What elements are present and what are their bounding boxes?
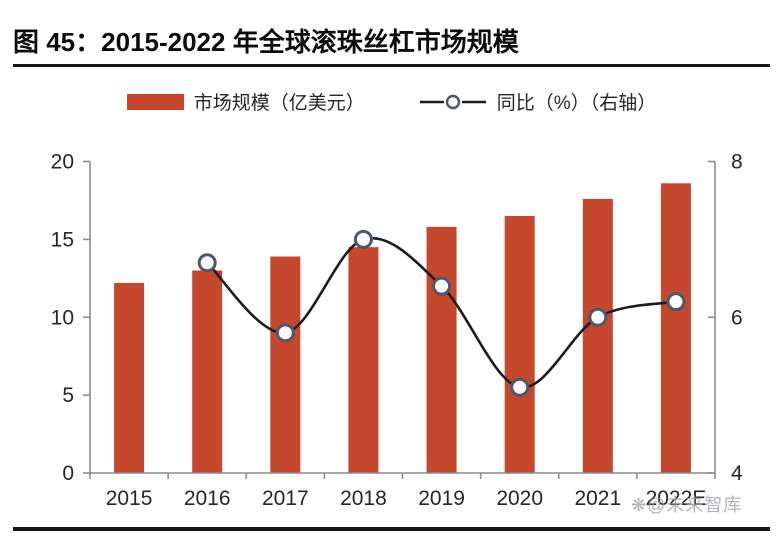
bar-swatch-icon: [126, 93, 184, 110]
left-axis-tick-label: 0: [62, 462, 74, 485]
bar-2015: [114, 282, 145, 473]
x-axis-label-2021: 2021: [574, 487, 621, 510]
logo-icon: ❋: [631, 495, 648, 515]
legend-item-yoy: 同比（%）（右轴）: [419, 88, 656, 115]
x-axis-label-2015: 2015: [106, 487, 153, 510]
yoy-point-2021: [588, 307, 608, 327]
yoy-point-2018: [353, 229, 373, 249]
yoy-point-2019: [432, 276, 452, 296]
chart-legend: 市场规模（亿美元） 同比（%）（右轴）: [0, 88, 783, 115]
x-axis-label-2022E: 2022E: [646, 487, 707, 510]
bar-2022E: [660, 183, 691, 473]
x-axis-label-2019: 2019: [418, 487, 465, 510]
yoy-point-2022E: [666, 292, 686, 312]
left-axis-tick-label: 15: [51, 228, 74, 251]
bar-2020: [504, 216, 535, 473]
right-axis-tick-label: 6: [731, 306, 743, 329]
legend-market-size-label: 市场规模（亿美元）: [193, 93, 365, 114]
bar-2021: [582, 198, 613, 473]
legend-item-market-size: 市场规模（亿美元）: [126, 88, 365, 115]
watermark: ❋@未来智库: [631, 491, 742, 517]
yoy-point-2016: [197, 253, 217, 273]
bar-2017: [270, 256, 301, 473]
left-axis-tick-label: 10: [51, 306, 74, 329]
title-divider: [13, 64, 770, 67]
bar-2018: [348, 247, 379, 473]
chart-svg: 0 5 10 15 20 4 6 8 2015 2016 2017 2018 2019 2020 2021 2…: [51, 151, 743, 511]
x-axis-label-2020: 2020: [496, 487, 543, 510]
watermark-text: @未来智库: [647, 495, 743, 515]
x-axis-label-2017: 2017: [262, 487, 309, 510]
legend-yoy-label: 同比（%）（右轴）: [496, 93, 657, 114]
x-axis-label-2018: 2018: [340, 487, 387, 510]
x-axis-label-2016: 2016: [184, 487, 231, 510]
right-axis-tick-label: 4: [731, 462, 743, 485]
bar-2019: [426, 226, 457, 473]
right-axis-tick-label: 8: [731, 151, 743, 174]
left-axis-tick-label: 5: [62, 384, 74, 407]
bottom-divider: [13, 527, 770, 531]
yoy-point-2017: [275, 323, 295, 343]
line-marker-icon: [419, 94, 486, 109]
yoy-point-2020: [510, 377, 530, 397]
left-axis-tick-label: 20: [51, 151, 74, 174]
bar-2016: [192, 270, 223, 473]
figure-title: 图 45：2015-2022 年全球滚珠丝杠市场规模: [13, 27, 519, 57]
